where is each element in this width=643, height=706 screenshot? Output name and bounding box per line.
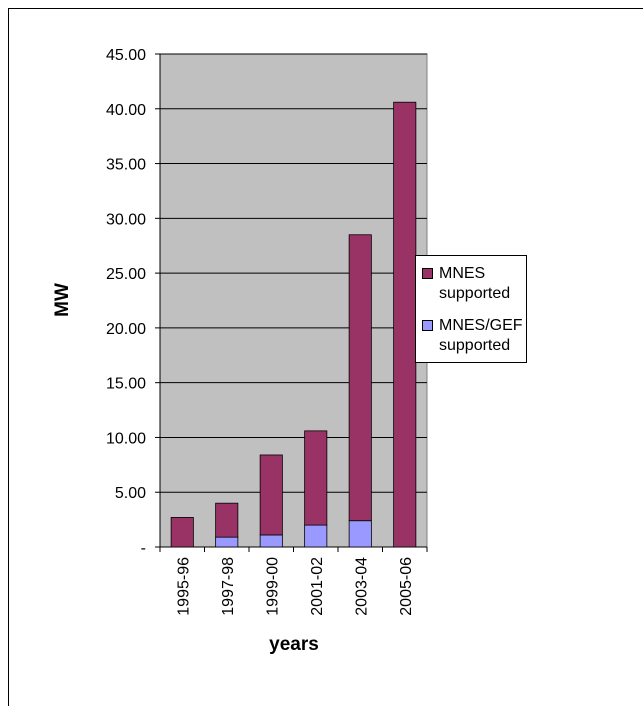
y-tick-label: - bbox=[141, 540, 146, 557]
legend-item: MNES/GEF supported bbox=[422, 316, 526, 356]
x-tick-label: 2001-02 bbox=[309, 557, 326, 616]
y-tick-label: 20.00 bbox=[106, 321, 146, 338]
x-tick-label: 1995-96 bbox=[175, 557, 192, 616]
y-tick-label: 5.00 bbox=[115, 485, 146, 502]
bar-segment bbox=[348, 234, 372, 522]
y-tick-label: 15.00 bbox=[106, 376, 146, 393]
legend-item: MNES supported bbox=[422, 264, 526, 304]
y-tick-label: 25.00 bbox=[106, 266, 146, 283]
bar-segment bbox=[348, 520, 372, 548]
legend-swatch bbox=[422, 268, 433, 279]
y-tick-label: 40.00 bbox=[106, 102, 146, 119]
plot-area bbox=[159, 53, 428, 548]
legend-swatch bbox=[422, 320, 433, 331]
y-tick-label: 10.00 bbox=[106, 430, 146, 447]
x-tick-label: 2003-04 bbox=[353, 557, 370, 616]
bar-segment bbox=[170, 517, 194, 548]
legend-label: MNES supported bbox=[439, 265, 511, 302]
bar-segment bbox=[259, 534, 283, 548]
x-tick-label: 1999-00 bbox=[264, 557, 281, 616]
chart-border bbox=[8, 8, 643, 706]
y-tick-label: 45.00 bbox=[106, 47, 146, 64]
x-tick-label: 1997-98 bbox=[220, 557, 237, 616]
legend: MNES supported MNES/GEF supported bbox=[415, 255, 527, 363]
bar-segment bbox=[304, 524, 328, 548]
bar-segment bbox=[215, 502, 239, 538]
bar-segment bbox=[304, 430, 328, 526]
y-tick-label: 30.00 bbox=[106, 211, 146, 228]
bar-segment bbox=[259, 454, 283, 536]
y-tick-label: 35.00 bbox=[106, 157, 146, 174]
y-axis-title: MW bbox=[52, 283, 73, 317]
x-axis-title: years bbox=[269, 634, 319, 655]
bar-segment bbox=[393, 101, 417, 548]
legend-label: MNES/GEF supported bbox=[439, 317, 523, 354]
bar-segment bbox=[215, 536, 239, 548]
x-tick-label: 2005-06 bbox=[398, 557, 415, 616]
